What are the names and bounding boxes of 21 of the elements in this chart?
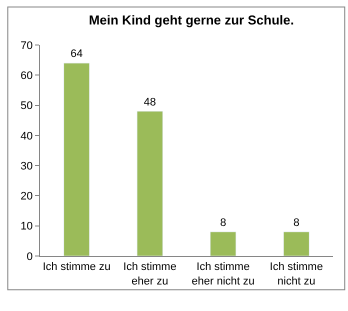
data-label: 48 (144, 96, 156, 108)
bar (283, 232, 310, 256)
y-tick-label: 20 (20, 190, 33, 203)
data-label: 8 (220, 216, 226, 229)
x-tick-label: Ich stimme eher nicht zu (192, 261, 255, 288)
y-tick-label: 60 (20, 70, 33, 82)
y-tick-label: 0 (26, 250, 33, 263)
bar (210, 232, 236, 256)
x-tick-label: Ich stimme zu (42, 261, 111, 274)
y-tick-label: 40 (20, 130, 33, 142)
y-tick-label: 30 (20, 160, 33, 172)
x-tick-label: Ich stimme eher zu (123, 261, 176, 288)
data-label: 8 (293, 216, 300, 229)
y-tick-label: 50 (20, 100, 33, 112)
data-label: 64 (70, 48, 83, 60)
bar (64, 62, 90, 256)
y-tick-label: 70 (20, 40, 33, 52)
chart-title: Mein Kind geht gerne zur Schule. (88, 12, 294, 28)
x-tick-label: Ich stimme nicht zu (270, 261, 323, 288)
bar (136, 111, 163, 256)
y-tick-label: 10 (20, 220, 33, 233)
